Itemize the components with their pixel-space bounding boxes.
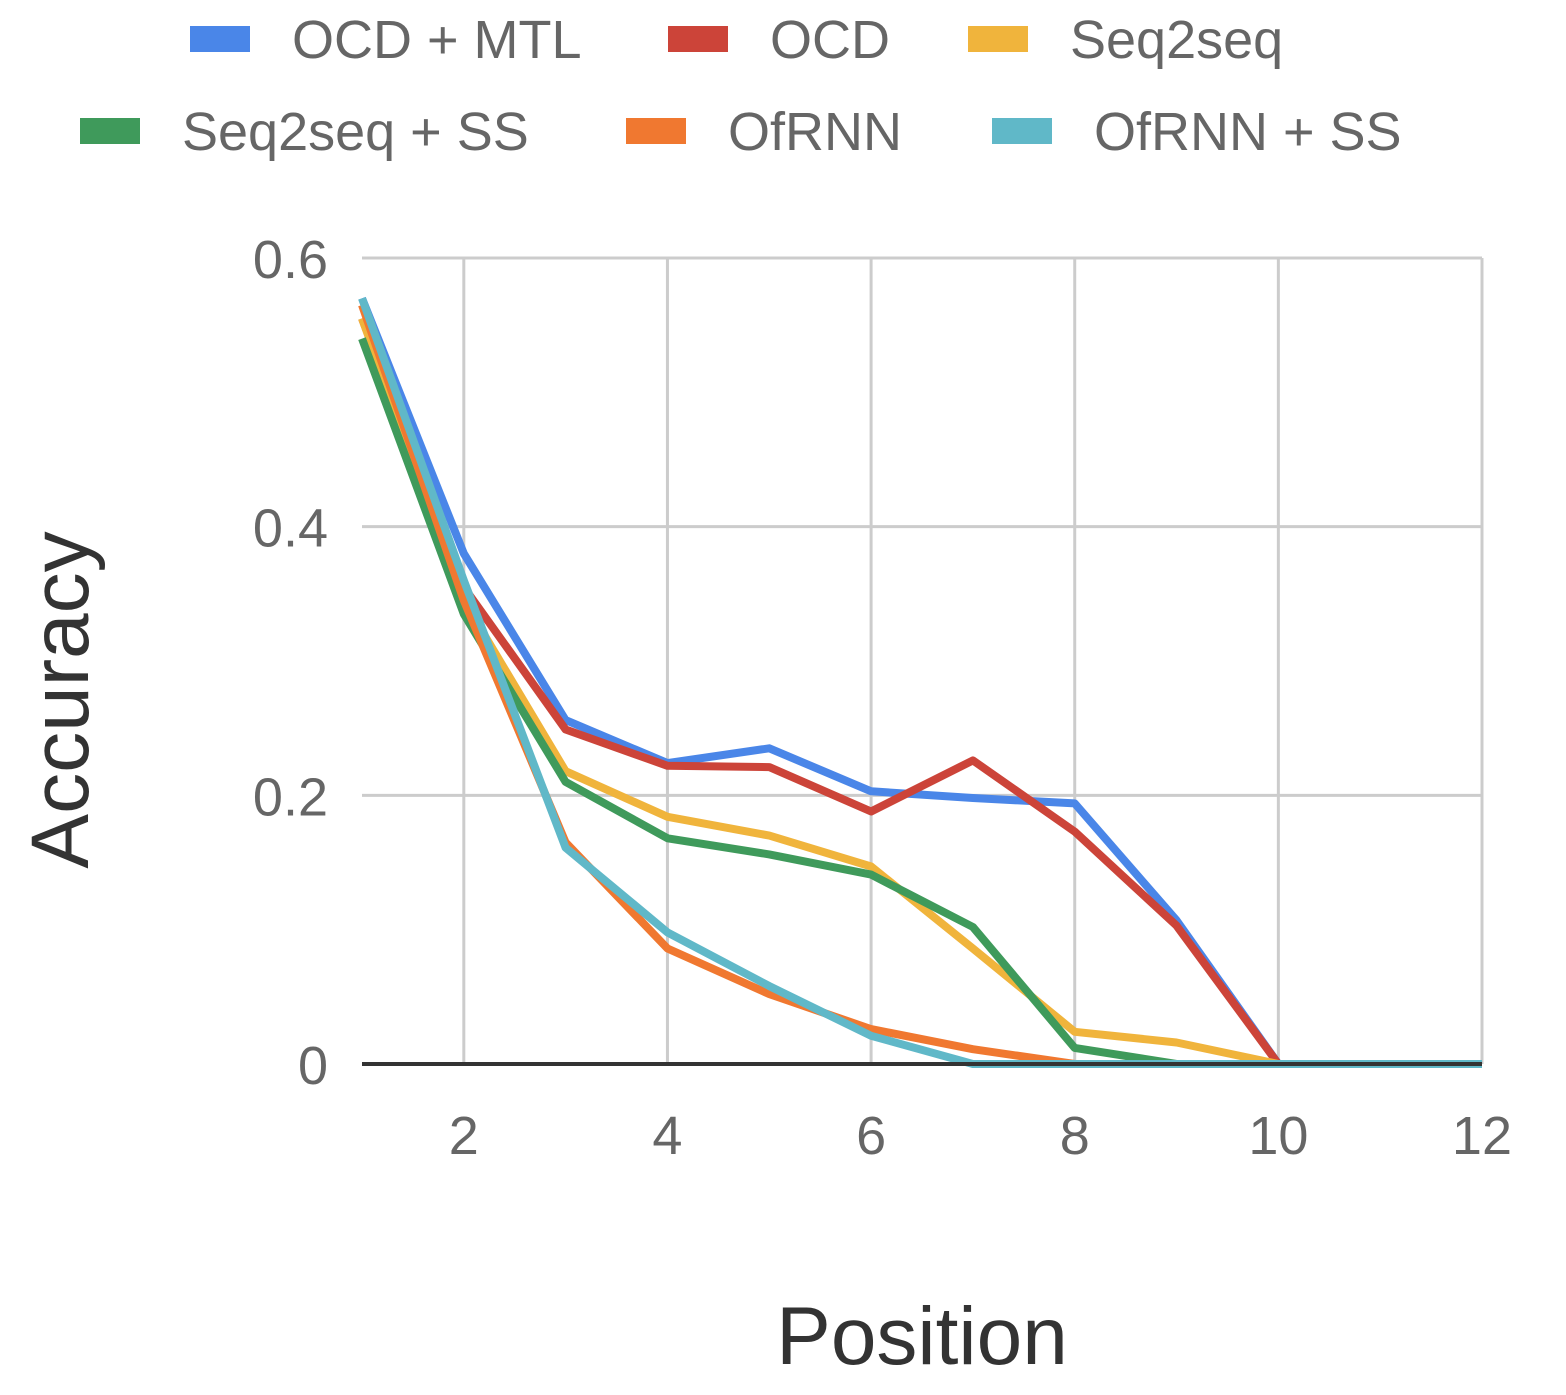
y-tick-label: 0 xyxy=(298,1036,328,1096)
series-lines xyxy=(358,296,1482,1068)
legend-swatch-ofrnn-plus-ss xyxy=(992,118,1052,144)
y-tick-label: 0.2 xyxy=(253,767,328,827)
x-tick-label: 12 xyxy=(1452,1106,1512,1166)
legend-label-ocd: OCD xyxy=(770,10,890,70)
x-tick-label: 2 xyxy=(449,1106,479,1166)
legend-label-seq2seq-plus-ss: Seq2seq + SS xyxy=(182,102,529,162)
x-axis-title: Position xyxy=(776,1291,1068,1382)
series-line-ocd xyxy=(358,316,1482,1068)
series-line-seq2seq xyxy=(358,317,1482,1068)
grid xyxy=(362,256,1484,1064)
x-tick-label: 6 xyxy=(856,1106,886,1166)
series-line-seq2seq-plus-ss xyxy=(358,337,1482,1068)
legend-label-ofrnn: OfRNN xyxy=(728,102,902,162)
x-tick-label: 8 xyxy=(1060,1106,1090,1166)
legend-label-ofrnn-plus-ss: OfRNN + SS xyxy=(1094,102,1402,162)
legend-swatch-ocd-plus-mtl xyxy=(190,26,250,52)
x-tick-label: 4 xyxy=(652,1106,682,1166)
legend-swatch-ocd xyxy=(668,26,728,52)
legend-swatch-ofrnn xyxy=(626,118,686,144)
axes: 0 0.2 0.4 0.6 2 4 6 8 10 12 xyxy=(253,230,1512,1166)
legend-label-ocd-plus-mtl: OCD + MTL xyxy=(292,10,582,70)
legend-label-seq2seq: Seq2seq xyxy=(1070,10,1283,70)
y-tick-label: 0.6 xyxy=(253,230,328,290)
x-tick-label: 10 xyxy=(1248,1106,1308,1166)
legend-swatch-seq2seq-plus-ss xyxy=(80,118,140,144)
y-tick-label: 0.4 xyxy=(253,499,328,559)
y-axis-title: Accuracy xyxy=(15,531,106,868)
legend-swatch-seq2seq xyxy=(968,26,1028,52)
legend: OCD + MTL OCD Seq2seq Seq2seq + SS OfRNN OfRN… xyxy=(80,10,1402,162)
